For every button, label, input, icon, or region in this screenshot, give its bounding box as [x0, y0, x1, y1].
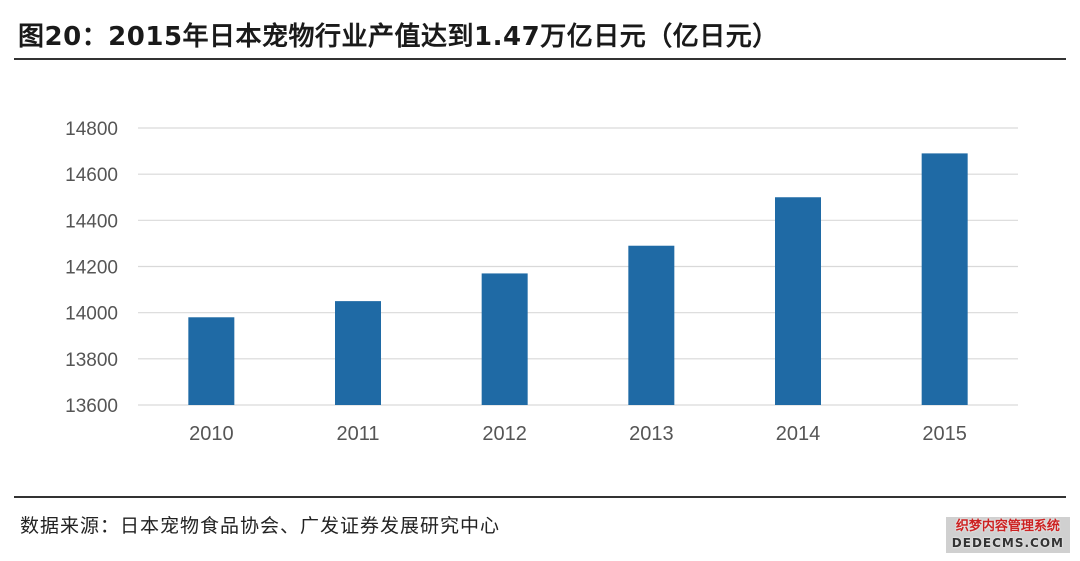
x-tick-label: 2011: [336, 423, 379, 445]
bar-2010: [188, 317, 235, 405]
watermark-logo: 织梦内容管理系统 DEDECMS.COM: [945, 517, 1070, 553]
y-tick-label: 13800: [65, 350, 118, 371]
bar-2015: [921, 153, 968, 405]
x-tick-label: 2010: [189, 423, 234, 445]
x-tick-label: 2014: [776, 423, 821, 445]
source-divider: [14, 496, 1066, 498]
watermark-line-1: 织梦内容管理系统: [955, 519, 1060, 534]
data-source-note: 数据来源：日本宠物食品协会、广发证券发展研究中心: [20, 515, 501, 537]
x-tick-label: 2013: [629, 423, 674, 445]
bar-chart: 13600 13800 14000 14200 14400 14600 14800 2010 2…: [65, 119, 1018, 445]
x-tick-label: 2012: [482, 423, 527, 445]
chart-title: 图20：2015年日本宠物行业产值达到1.47万亿日元（亿日元）: [18, 22, 779, 52]
title-divider: [14, 58, 1066, 60]
y-tick-label: 14200: [65, 258, 118, 279]
bar-2014: [775, 197, 821, 405]
bar-2013: [628, 245, 675, 405]
bar-2011: [335, 301, 381, 405]
y-tick-label: 14600: [65, 165, 118, 186]
x-tick-label: 2015: [922, 423, 967, 445]
y-tick-label: 14400: [65, 211, 118, 232]
watermark-line-2: DEDECMS.COM: [951, 536, 1064, 550]
y-tick-label: 14000: [65, 304, 118, 325]
y-tick-label: 13600: [65, 396, 118, 417]
y-tick-label: 14800: [65, 119, 118, 140]
bar-2012: [481, 273, 528, 405]
